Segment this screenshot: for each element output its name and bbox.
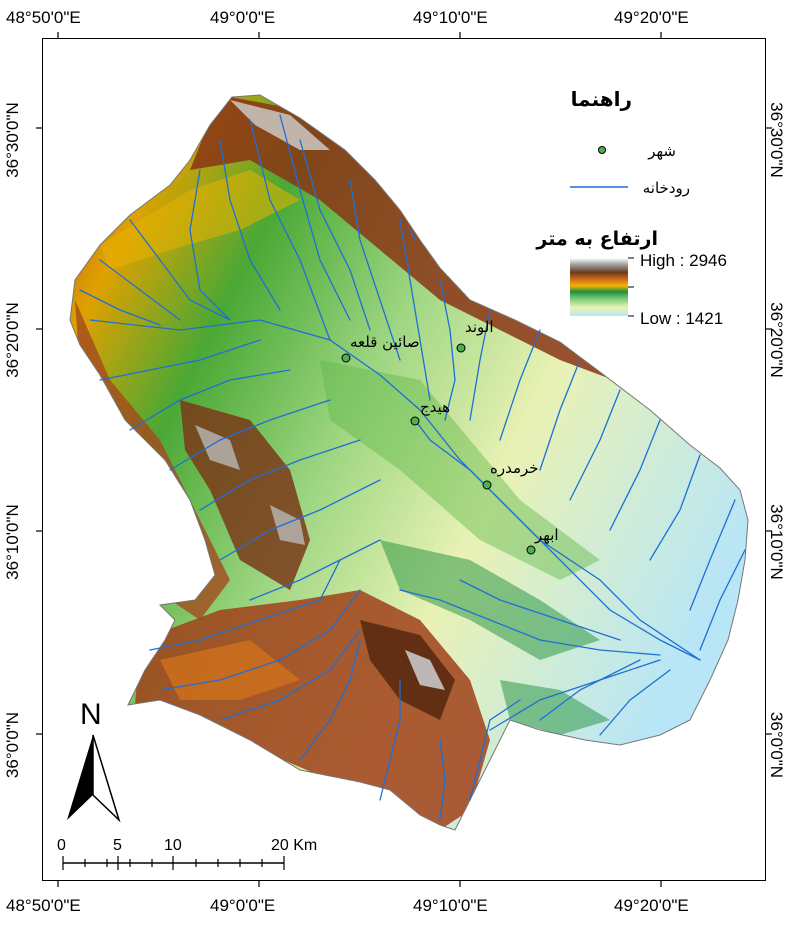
- scale-label: 5: [113, 837, 122, 854]
- top-tick-label: 49°20'0"E: [614, 8, 689, 27]
- scale-label: 20 Km: [271, 837, 317, 854]
- city-markers: [341, 343, 536, 555]
- north-arrow: N: [67, 698, 121, 823]
- top-tick-label: 49°0'0"E: [210, 8, 276, 27]
- scale-bar: 0 5 10 20 Km: [57, 837, 317, 870]
- legend-low-label: Low : 1421: [640, 309, 723, 328]
- bottom-tick-label: 49°0'0"E: [210, 896, 276, 915]
- elevation-ramp: [570, 258, 628, 316]
- scale-label: 0: [57, 837, 66, 854]
- frame-ticks: [36, 32, 772, 887]
- legend-river-label: رودخانه: [643, 179, 690, 197]
- river-network: [79, 114, 746, 821]
- north-arrow-label: N: [80, 698, 102, 731]
- legend-city-label: شهر: [647, 142, 676, 160]
- city-label: خرمدره: [490, 459, 539, 477]
- city-marker-abhar[interactable]: [526, 545, 536, 555]
- bottom-tick-label: 48°50'0"E: [6, 896, 81, 915]
- legend-elevation-title: ارتفاع به متر: [535, 228, 658, 250]
- city-label: الوند: [465, 318, 494, 336]
- bottom-tick-label: 49°10'0"E: [413, 896, 488, 915]
- legend-high-label: High : 2946: [640, 251, 727, 270]
- city-label: هیدج: [420, 398, 450, 417]
- top-tick-label: 48°50'0"E: [6, 8, 81, 27]
- city-label: صائین قلعه: [350, 333, 420, 351]
- city-legend-icon: [598, 146, 606, 154]
- legend-title: راهنما: [571, 87, 632, 111]
- city-marker-hidaj[interactable]: [410, 416, 420, 426]
- city-marker-alvand[interactable]: [456, 343, 466, 353]
- bottom-tick-label: 49°20'0"E: [614, 896, 689, 915]
- city-marker-saein-qaleh[interactable]: [341, 353, 351, 363]
- city-label: ابهر: [534, 526, 559, 544]
- legend: راهنما شهر رودخانه ارتفاع به متر High : …: [535, 87, 727, 328]
- scale-label: 10: [164, 837, 182, 854]
- top-tick-label: 49°10'0"E: [413, 8, 488, 27]
- city-marker-khorramdarreh[interactable]: [482, 480, 492, 490]
